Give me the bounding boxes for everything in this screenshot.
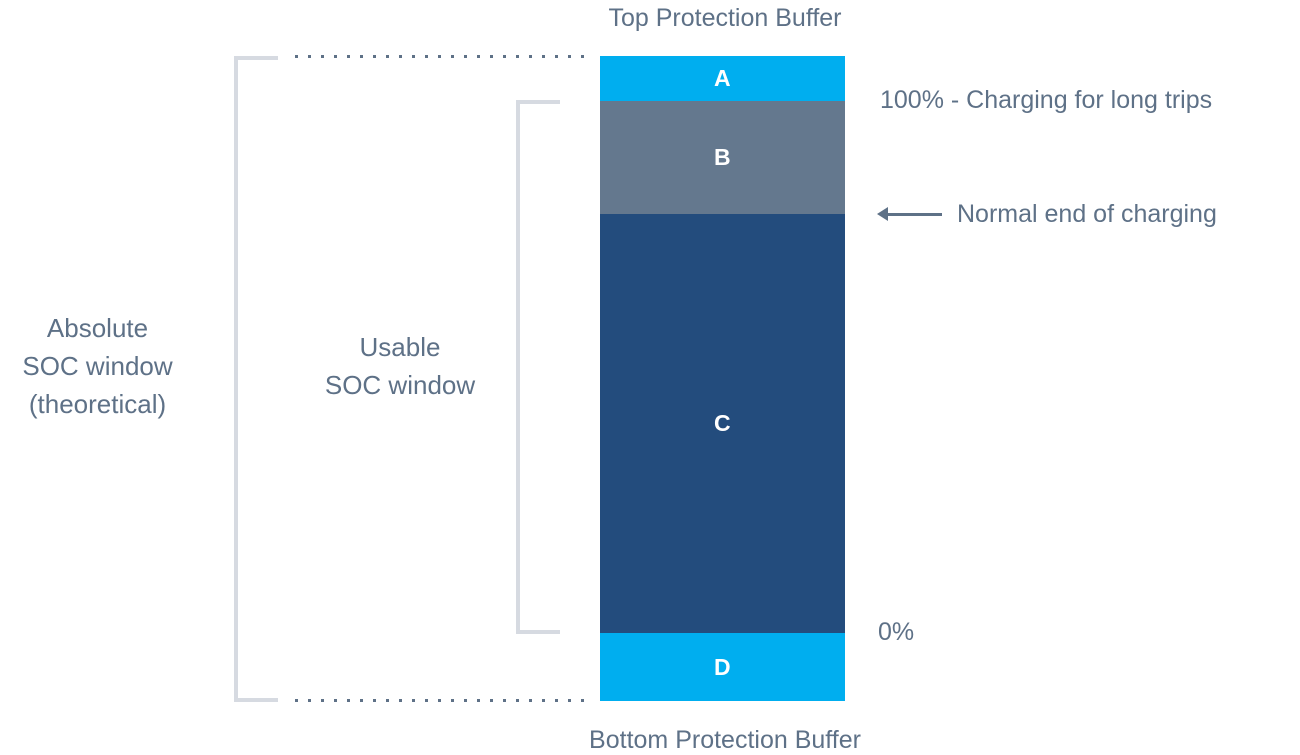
absolute-soc-window-bracket bbox=[234, 56, 278, 702]
segment-label-b: B bbox=[713, 144, 732, 170]
label-line: Usable bbox=[359, 332, 441, 362]
absolute-soc-window-label: Absolute SOC window (theoretical) bbox=[5, 309, 190, 423]
soc-100-annotation: 100% - Charging for long trips bbox=[880, 86, 1213, 114]
usable-soc-window-bracket bbox=[516, 100, 560, 634]
normal-end-of-charging-label: Normal end of charging bbox=[957, 199, 1217, 228]
usable-soc-window-label: Usable SOC window bbox=[315, 328, 485, 404]
segment-label-a: A bbox=[713, 65, 732, 91]
normal-end-of-charging-annotation: Normal end of charging bbox=[877, 199, 1217, 229]
left-arrow-icon bbox=[877, 207, 942, 221]
bottom-protection-buffer-title: Bottom Protection Buffer bbox=[589, 726, 861, 754]
soc-stacked-bar: A B C D bbox=[600, 56, 845, 701]
label-line: Absolute bbox=[46, 313, 149, 343]
bottom-dotted-connector bbox=[295, 699, 587, 702]
label-line: SOC window bbox=[22, 351, 173, 381]
soc-0-annotation: 0% bbox=[878, 618, 915, 646]
label-line: (theoretical) bbox=[28, 389, 167, 419]
top-protection-buffer-title: Top Protection Buffer bbox=[608, 4, 842, 32]
segment-label-c: C bbox=[713, 410, 732, 436]
bar-segment-b: B bbox=[600, 101, 845, 214]
bar-segment-d: D bbox=[600, 633, 845, 701]
segment-label-d: D bbox=[713, 653, 732, 680]
top-dotted-connector bbox=[295, 55, 587, 58]
bar-segment-a: A bbox=[600, 56, 845, 101]
bar-segment-c: C bbox=[600, 214, 845, 633]
label-line: SOC window bbox=[324, 370, 476, 400]
